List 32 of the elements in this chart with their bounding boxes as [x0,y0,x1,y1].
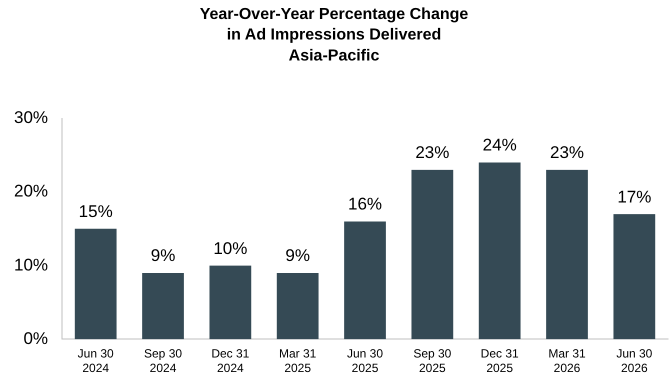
bar [478,162,521,340]
bar [74,228,117,340]
y-tick-label: 30% [14,108,48,128]
data-label: 24% [482,136,517,155]
bar [344,221,386,340]
x-tick-label: Mar 31 2025 [279,346,317,376]
x-tick-label: Jun 30 2026 [616,346,653,376]
y-tick-label: 0% [23,328,48,348]
bar [209,266,252,340]
y-tick-label: 10% [14,255,48,274]
data-label: 17% [617,187,652,206]
bar [613,214,656,340]
data-label: 9% [150,246,176,266]
data-label: 23% [550,143,584,162]
data-label: 9% [285,246,310,266]
x-tick-label: Dec 31 2024 [211,346,250,376]
x-tick-label: Sep 30 2025 [413,346,452,376]
chart-title: Year-Over-Year Percentage Change in Ad Impressions Delivered Asia-Pacific [200,6,468,64]
y-tick-label: 20% [14,182,48,201]
bar [411,170,454,340]
bar [546,170,588,340]
data-label: 16% [348,194,382,214]
x-tick-label: Sep 30 2024 [144,346,182,376]
bar [276,272,319,340]
data-label: 10% [213,238,248,258]
x-tick-label: Dec 31 2025 [480,346,520,376]
x-tick-label: Mar 31 2026 [548,346,586,376]
x-tick-label: Jun 30 2025 [346,346,384,376]
data-label: 15% [78,202,113,221]
x-tick-label: Jun 30 2024 [78,346,114,376]
data-label: 23% [415,143,450,162]
bar [142,272,184,340]
